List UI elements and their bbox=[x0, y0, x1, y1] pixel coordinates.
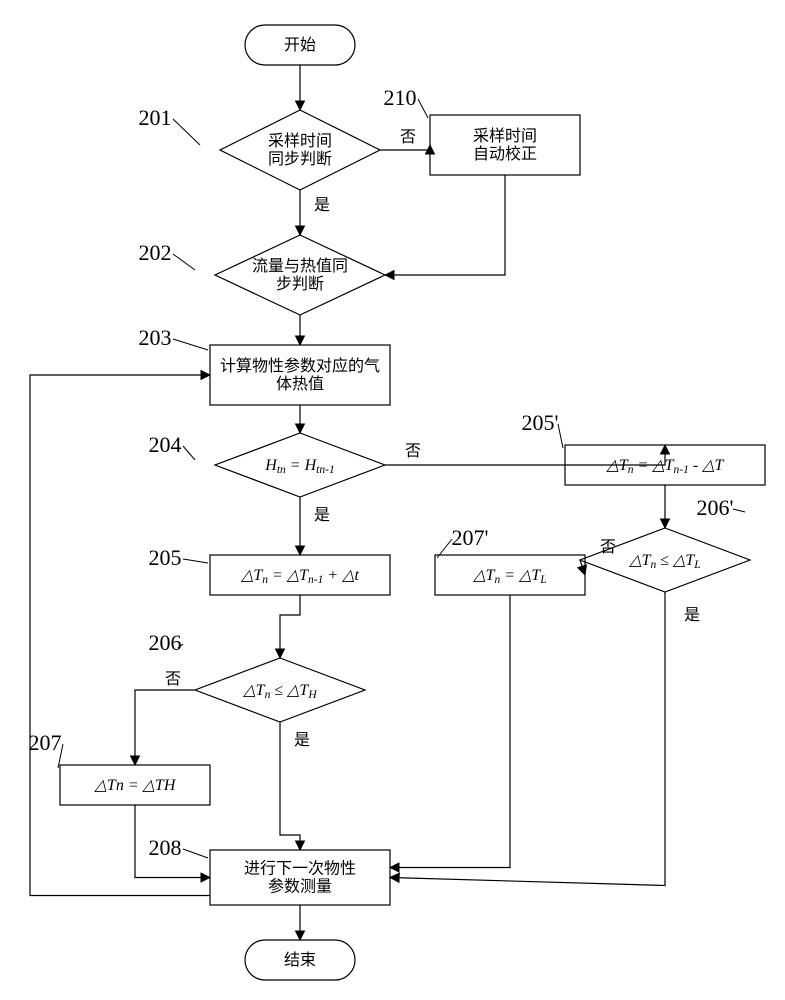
svg-text:自动校正: 自动校正 bbox=[473, 145, 537, 163]
svg-text:208: 208 bbox=[149, 835, 182, 860]
svg-text:203: 203 bbox=[139, 325, 172, 350]
svg-text:205': 205' bbox=[522, 410, 559, 435]
svg-text:202: 202 bbox=[139, 240, 172, 265]
svg-text:结束: 结束 bbox=[284, 951, 316, 969]
svg-text:参数测量: 参数测量 bbox=[268, 878, 332, 896]
svg-text:否: 否 bbox=[600, 539, 616, 556]
svg-text:是: 是 bbox=[684, 607, 700, 624]
flowchart-canvas: 开始结束201202204206206'采样时间同步判断流量与热值同步判断Htn… bbox=[0, 0, 785, 1000]
svg-text:进行下一次物性: 进行下一次物性 bbox=[244, 860, 356, 878]
svg-text:否: 否 bbox=[400, 129, 416, 146]
svg-text:201: 201 bbox=[139, 105, 172, 130]
svg-text:205: 205 bbox=[149, 545, 182, 570]
svg-text:204: 204 bbox=[149, 432, 182, 457]
svg-text:△Tn = △TH: △Tn = △TH bbox=[94, 777, 177, 794]
svg-text:Htn = Htn-1: Htn = Htn-1 bbox=[264, 457, 334, 476]
svg-text:是: 是 bbox=[294, 732, 310, 749]
svg-text:步判断: 步判断 bbox=[276, 275, 324, 293]
svg-text:207: 207 bbox=[29, 730, 62, 755]
svg-text:采样时间: 采样时间 bbox=[473, 127, 537, 145]
svg-text:△Tn = △Tn-1 + △t: △Tn = △Tn-1 + △t bbox=[240, 567, 359, 586]
svg-text:210: 210 bbox=[384, 85, 417, 110]
svg-text:是: 是 bbox=[314, 507, 330, 524]
svg-text:体热值: 体热值 bbox=[276, 375, 324, 393]
svg-text:开始: 开始 bbox=[284, 36, 316, 54]
svg-text:207': 207' bbox=[452, 525, 489, 550]
svg-text:同步判断: 同步判断 bbox=[268, 150, 332, 168]
svg-text:计算物性参数对应的气: 计算物性参数对应的气 bbox=[220, 356, 380, 375]
svg-text:△Tn ≤ △TL: △Tn ≤ △TL bbox=[628, 552, 700, 571]
svg-text:否: 否 bbox=[165, 671, 181, 688]
svg-text:206': 206' bbox=[697, 495, 734, 520]
svg-text:否: 否 bbox=[405, 443, 421, 460]
svg-text:采样时间: 采样时间 bbox=[268, 132, 332, 150]
svg-text:流量与热值同: 流量与热值同 bbox=[252, 257, 348, 275]
svg-text:是: 是 bbox=[314, 197, 330, 214]
svg-text:△Tn ≤ △TH: △Tn ≤ △TH bbox=[242, 682, 317, 701]
svg-text:206: 206 bbox=[149, 630, 182, 655]
svg-text:△Tn = △TL: △Tn = △TL bbox=[472, 567, 546, 586]
